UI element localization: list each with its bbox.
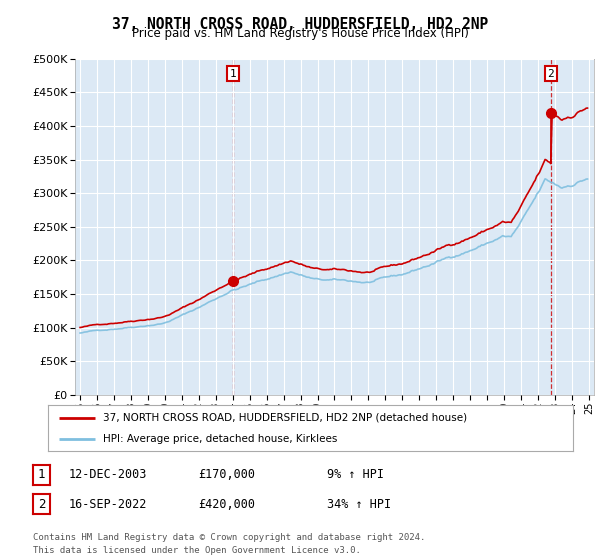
- Text: 9% ↑ HPI: 9% ↑ HPI: [327, 468, 384, 482]
- Text: 34% ↑ HPI: 34% ↑ HPI: [327, 497, 391, 511]
- Text: 2: 2: [547, 68, 554, 78]
- Text: 37, NORTH CROSS ROAD, HUDDERSFIELD, HD2 2NP: 37, NORTH CROSS ROAD, HUDDERSFIELD, HD2 …: [112, 17, 488, 32]
- Text: 2: 2: [38, 497, 45, 511]
- Text: £170,000: £170,000: [198, 468, 255, 482]
- Text: £420,000: £420,000: [198, 497, 255, 511]
- Text: Price paid vs. HM Land Registry's House Price Index (HPI): Price paid vs. HM Land Registry's House …: [131, 27, 469, 40]
- Text: 1: 1: [229, 68, 236, 78]
- Text: Contains HM Land Registry data © Crown copyright and database right 2024.
This d: Contains HM Land Registry data © Crown c…: [33, 533, 425, 554]
- Text: 16-SEP-2022: 16-SEP-2022: [69, 497, 148, 511]
- Text: 12-DEC-2003: 12-DEC-2003: [69, 468, 148, 482]
- Text: 1: 1: [38, 468, 45, 482]
- Text: HPI: Average price, detached house, Kirklees: HPI: Average price, detached house, Kirk…: [103, 435, 337, 444]
- Text: 37, NORTH CROSS ROAD, HUDDERSFIELD, HD2 2NP (detached house): 37, NORTH CROSS ROAD, HUDDERSFIELD, HD2 …: [103, 413, 467, 423]
